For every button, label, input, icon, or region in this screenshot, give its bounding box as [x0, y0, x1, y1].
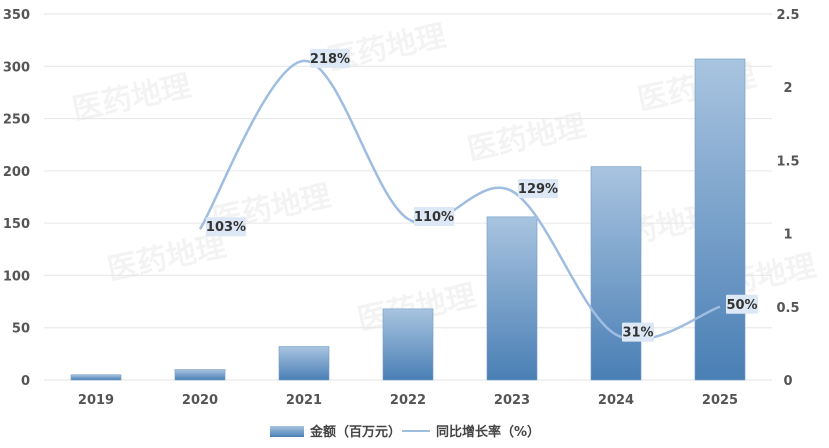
watermark-text: 医药地理 — [324, 19, 449, 78]
bar — [278, 346, 330, 381]
data-label: 103% — [206, 220, 246, 235]
y-tick-label: 300 — [3, 60, 30, 75]
x-tick-label: 2025 — [702, 393, 738, 408]
y2-tick-label: 1 — [783, 228, 792, 243]
watermark-text: 医药地理 — [464, 109, 589, 168]
x-tick-label: 2023 — [494, 393, 530, 408]
y-tick-label: 50 — [12, 322, 30, 337]
bars — [70, 58, 746, 381]
data-label: 110% — [414, 210, 454, 225]
data-label-bg — [206, 217, 246, 237]
data-label-bg — [726, 294, 758, 314]
data-label-bg — [310, 48, 350, 68]
bar — [174, 369, 226, 381]
data-label-bg — [414, 206, 454, 226]
y2-tick-label: 2 — [783, 81, 792, 96]
y2-tick-label: 1.5 — [776, 154, 799, 169]
axis-ticks: 0 50 100 150 200 250 300 350 0 0.5 1 1.5 2 2.5 2019 202… — [3, 8, 800, 408]
x-tick-label: 2019 — [78, 393, 114, 408]
data-label: 218% — [310, 52, 350, 67]
watermark-text: 医药地理 — [104, 229, 229, 288]
data-label-bg — [622, 322, 654, 342]
y-tick-label: 200 — [3, 165, 30, 180]
x-tick-label: 2024 — [598, 393, 634, 408]
x-tick-label: 2022 — [390, 393, 426, 408]
y2-tick-label: 0.5 — [776, 301, 799, 316]
y-tick-label: 0 — [21, 374, 30, 389]
y2-tick-label: 0 — [783, 374, 792, 389]
data-label: 31% — [622, 326, 653, 341]
legend: 金额（百万元） 同比增长率（%） — [270, 424, 540, 440]
data-label-bg — [518, 179, 558, 199]
y2-tick-label: 2.5 — [776, 8, 799, 23]
x-tick-label: 2021 — [286, 393, 322, 408]
y-tick-label: 350 — [3, 8, 30, 23]
legend-bar-swatch — [270, 426, 304, 437]
bar — [70, 374, 122, 381]
legend-bar-label: 金额（百万元） — [309, 424, 401, 440]
y-tick-label: 250 — [3, 113, 30, 128]
bar — [486, 216, 538, 381]
bar — [590, 166, 642, 381]
line-series: 103% 218% 110% 129% 31% 50% — [198, 48, 758, 342]
bar — [694, 58, 746, 381]
x-tick-label: 2020 — [182, 393, 218, 408]
data-label: 50% — [726, 298, 757, 313]
bar — [382, 308, 434, 381]
y-tick-label: 150 — [3, 217, 30, 232]
data-label: 129% — [518, 182, 558, 197]
y-tick-label: 100 — [3, 269, 30, 284]
legend-line-label: 同比增长率（%） — [436, 424, 540, 440]
